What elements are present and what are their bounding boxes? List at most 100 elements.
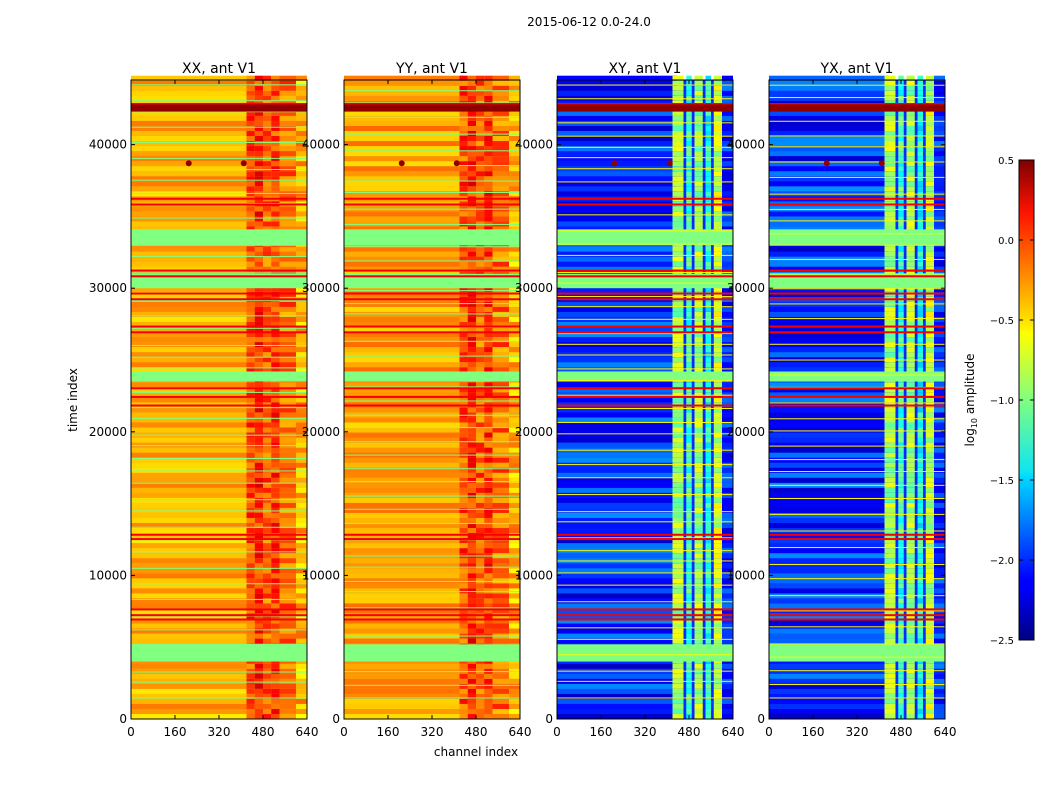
heatmap-cell xyxy=(476,306,485,312)
heatmap-cell xyxy=(722,181,733,187)
heatmap-cell xyxy=(917,412,923,418)
heatmap-cell xyxy=(694,482,703,488)
heatmap-cell xyxy=(344,136,464,142)
red-stripe xyxy=(131,395,307,398)
heatmap-cell xyxy=(484,688,493,694)
heatmap-cell xyxy=(705,261,711,267)
heatmap-cell xyxy=(884,347,896,353)
heatmap-cell xyxy=(557,115,677,121)
heatmap-cell xyxy=(492,427,509,433)
heatmap-cell xyxy=(296,517,307,523)
heatmap-cell xyxy=(509,326,520,333)
heatmap-cell xyxy=(934,337,945,343)
heatmap-cell xyxy=(263,507,272,513)
heatmap-cell xyxy=(917,618,923,624)
heatmap-cell xyxy=(254,387,263,393)
heatmap-cell xyxy=(686,216,692,222)
heatmap-cell xyxy=(509,407,520,413)
heatmap-cell xyxy=(296,412,307,418)
heatmap-cell xyxy=(459,286,468,292)
heatmap-cell xyxy=(246,698,255,704)
heatmap-cell xyxy=(925,171,934,177)
heatmap-cell xyxy=(254,593,263,599)
heatmap-cell xyxy=(694,156,703,162)
y-tick-label: 20000 xyxy=(89,425,127,439)
heatmap-cell xyxy=(509,487,520,493)
heatmap-cell xyxy=(705,663,711,669)
heatmap-cell xyxy=(925,452,934,458)
heatmap-cell xyxy=(906,216,915,222)
heatmap-cell xyxy=(925,447,934,453)
heatmap-cell xyxy=(246,603,255,609)
heatmap-cell xyxy=(254,171,263,177)
heatmap-cell xyxy=(246,311,255,317)
heatmap-cell xyxy=(484,462,493,468)
heatmap-cell xyxy=(898,477,904,483)
heatmap-cell xyxy=(898,141,904,147)
heatmap-cell xyxy=(769,452,889,458)
heatmap-cell xyxy=(917,633,923,639)
heatmap-cell xyxy=(884,211,896,217)
heatmap-cell xyxy=(672,568,684,574)
heatmap-cell xyxy=(906,311,915,317)
heatmap-cell xyxy=(459,598,468,604)
heatmap-cell xyxy=(686,512,692,518)
heatmap-cell xyxy=(713,553,722,559)
heatmap-cell xyxy=(246,362,255,368)
heatmap-cell xyxy=(672,80,684,86)
heatmap-cell xyxy=(279,638,296,644)
y-tick-label: 30000 xyxy=(89,281,127,295)
heatmap-cell xyxy=(476,246,485,252)
heatmap-cell xyxy=(246,120,255,126)
heatmap-cell xyxy=(694,176,703,182)
heatmap-cell xyxy=(459,166,468,172)
heatmap-cell xyxy=(713,90,722,96)
heatmap-cell xyxy=(509,176,520,182)
y-tick-label: 0 xyxy=(757,712,765,726)
red-stripe xyxy=(557,102,733,105)
heatmap-cell xyxy=(254,568,263,574)
heatmap-cell xyxy=(884,306,896,312)
heatmap-cell xyxy=(557,457,677,463)
heatmap-cell xyxy=(884,115,896,121)
heatmap-cell xyxy=(296,417,307,423)
heatmap-cell xyxy=(906,703,915,709)
heatmap-cell xyxy=(925,462,934,468)
heatmap-cell xyxy=(906,186,915,192)
heatmap-cell xyxy=(246,713,255,719)
heatmap-cell xyxy=(296,683,307,689)
heatmap-cell xyxy=(694,427,703,433)
stripe-line xyxy=(557,380,733,382)
stripe-line xyxy=(131,284,307,286)
heatmap-cell xyxy=(694,618,703,624)
heatmap-cell xyxy=(686,332,692,338)
heatmap-cell xyxy=(492,688,509,694)
heatmap-cell xyxy=(263,130,272,137)
heatmap-cell xyxy=(296,452,307,458)
heatmap-cell xyxy=(906,352,915,358)
heatmap-cell xyxy=(279,110,296,116)
heatmap-cell xyxy=(722,171,733,177)
heatmap-cell xyxy=(884,251,896,257)
heatmap-cell xyxy=(917,266,923,272)
heatmap-cell xyxy=(296,226,307,232)
heatmap-cell xyxy=(917,487,923,493)
heatmap-cell xyxy=(884,522,896,529)
heatmap-cell xyxy=(263,136,272,142)
heatmap-cell xyxy=(131,558,251,564)
heatmap-cell xyxy=(279,186,296,192)
heatmap-cell xyxy=(344,422,464,428)
heatmap-cell xyxy=(296,206,307,212)
heatmap-cell xyxy=(254,543,263,549)
heatmap-cell xyxy=(722,553,733,559)
heatmap-cell xyxy=(898,171,904,177)
heatmap-cell xyxy=(271,543,280,549)
stripe-line xyxy=(769,578,945,580)
heatmap-cell xyxy=(713,146,722,152)
heatmap-cell xyxy=(694,141,703,147)
heatmap-cell xyxy=(769,246,889,252)
heatmap-cell xyxy=(705,85,711,91)
heatmap-cell xyxy=(925,708,934,714)
stripe-line xyxy=(131,256,307,258)
stripe-line xyxy=(769,220,945,222)
